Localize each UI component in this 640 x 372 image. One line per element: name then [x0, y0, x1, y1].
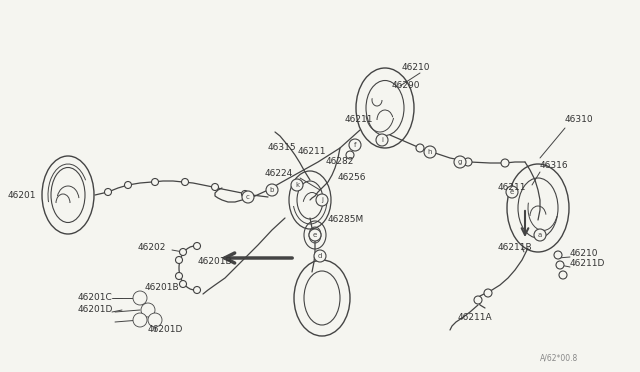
Text: A/62*00.8: A/62*00.8: [540, 353, 579, 362]
Text: 46224: 46224: [265, 169, 293, 177]
Text: 46316: 46316: [540, 160, 568, 170]
Circle shape: [314, 250, 326, 262]
Circle shape: [136, 316, 144, 324]
Circle shape: [474, 296, 482, 304]
Text: 46201: 46201: [8, 190, 36, 199]
Circle shape: [454, 156, 466, 168]
Text: a: a: [538, 232, 542, 238]
Circle shape: [376, 134, 388, 146]
Circle shape: [501, 159, 509, 167]
Text: 46211: 46211: [298, 148, 326, 157]
Text: h: h: [428, 149, 432, 155]
Circle shape: [193, 286, 200, 294]
Circle shape: [151, 316, 159, 324]
Circle shape: [193, 243, 200, 250]
Circle shape: [133, 291, 147, 305]
Circle shape: [104, 189, 111, 196]
Circle shape: [175, 257, 182, 263]
Circle shape: [424, 146, 436, 158]
Text: 46211A: 46211A: [458, 314, 493, 323]
Circle shape: [316, 194, 328, 206]
Text: c: c: [246, 194, 250, 200]
Circle shape: [346, 151, 354, 159]
Text: 46211: 46211: [345, 115, 374, 125]
Circle shape: [506, 186, 518, 198]
Circle shape: [179, 280, 186, 288]
Circle shape: [152, 179, 159, 186]
Circle shape: [309, 229, 321, 241]
Circle shape: [378, 136, 386, 144]
Text: e: e: [313, 232, 317, 238]
Text: 46201B: 46201B: [198, 257, 232, 266]
Text: k: k: [295, 182, 299, 188]
Circle shape: [141, 303, 155, 317]
Text: 46290: 46290: [392, 80, 420, 90]
Text: 46202: 46202: [138, 244, 166, 253]
Text: b: b: [270, 187, 274, 193]
Circle shape: [534, 229, 546, 241]
Text: 46211: 46211: [498, 183, 527, 192]
Text: 46201D: 46201D: [148, 326, 184, 334]
Circle shape: [182, 179, 189, 186]
Text: 46201D: 46201D: [78, 305, 113, 314]
Text: e: e: [510, 189, 514, 195]
Text: 46211B: 46211B: [498, 244, 532, 253]
Text: 46210: 46210: [570, 248, 598, 257]
Circle shape: [349, 139, 361, 151]
Circle shape: [464, 158, 472, 166]
Text: 46310: 46310: [565, 115, 594, 125]
Circle shape: [266, 184, 278, 196]
Text: 46315: 46315: [268, 144, 296, 153]
Circle shape: [416, 144, 424, 152]
Text: d: d: [318, 253, 322, 259]
Text: f: f: [354, 142, 356, 148]
Circle shape: [241, 190, 248, 198]
Circle shape: [125, 182, 131, 189]
Circle shape: [136, 294, 144, 302]
Circle shape: [556, 261, 564, 269]
Circle shape: [179, 248, 186, 256]
Circle shape: [211, 183, 218, 190]
Circle shape: [559, 271, 567, 279]
Circle shape: [554, 251, 562, 259]
Text: i: i: [381, 137, 383, 143]
Circle shape: [133, 313, 147, 327]
Circle shape: [484, 289, 492, 297]
Circle shape: [291, 179, 303, 191]
Circle shape: [148, 313, 162, 327]
Circle shape: [242, 191, 254, 203]
Text: 46282: 46282: [326, 157, 355, 167]
Text: 46211D: 46211D: [570, 259, 605, 267]
Text: 46210: 46210: [402, 64, 431, 73]
Text: 46285M: 46285M: [328, 215, 364, 224]
Text: 46201B: 46201B: [145, 283, 180, 292]
Text: 46201C: 46201C: [78, 294, 113, 302]
Text: j: j: [321, 197, 323, 203]
Text: g: g: [458, 159, 462, 165]
Circle shape: [144, 306, 152, 314]
Text: 46256: 46256: [338, 173, 367, 182]
Circle shape: [175, 273, 182, 279]
